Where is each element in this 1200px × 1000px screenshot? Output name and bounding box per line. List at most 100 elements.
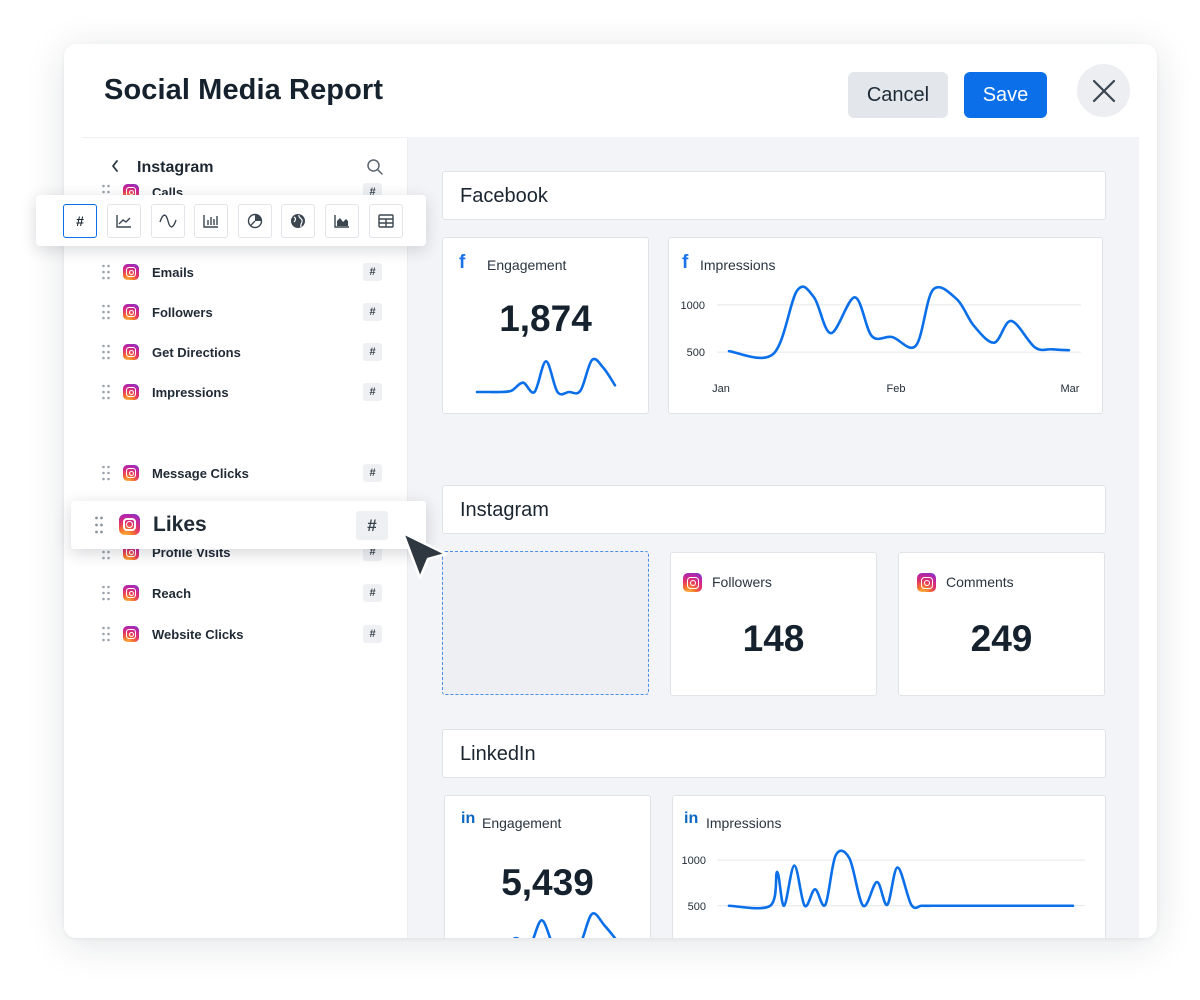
section-title: Facebook [460, 185, 548, 207]
x-tick-label: Feb [887, 383, 906, 395]
section-header-facebook[interactable]: Facebook [442, 171, 1106, 220]
sidebar-item[interactable]: Message Clicks # [82, 458, 408, 488]
number-widget-badge: # [363, 625, 382, 643]
tool-table-button[interactable] [369, 204, 403, 238]
drag-handle-icon[interactable] [102, 264, 110, 280]
impressions-line-chart: 1000 500 Jan Feb Mar [681, 285, 1081, 395]
bar-chart-icon [203, 215, 218, 228]
tool-bar-chart-button[interactable] [194, 204, 228, 238]
linkedin-engagement-card[interactable]: in Engagement 5,439 [444, 795, 651, 938]
series-line [727, 285, 1071, 360]
metric-value: 249 [970, 618, 1033, 659]
instagram-icon [123, 344, 139, 360]
drag-handle-icon[interactable] [102, 304, 110, 320]
facebook-icon: f [459, 252, 466, 273]
number-widget-badge: # [363, 383, 382, 401]
tool-pie-chart-button[interactable] [238, 204, 272, 238]
drop-zone[interactable] [442, 551, 649, 695]
close-button[interactable] [1077, 64, 1130, 117]
sparkline-chart [512, 912, 617, 938]
item-label: Likes [153, 513, 207, 536]
globe-icon [291, 214, 305, 228]
sidebar-item[interactable]: Get Directions # [82, 337, 408, 367]
dragged-metric-item[interactable]: Likes # [71, 501, 426, 549]
sparkline-series [475, 357, 617, 396]
tool-hash-button[interactable]: # [63, 204, 97, 238]
instagram-followers-card[interactable]: Followers 148 [670, 552, 877, 696]
instagram-icon [917, 573, 936, 592]
sidebar-item[interactable]: Reach # [82, 578, 408, 608]
instagram-icon [123, 626, 139, 642]
instagram-icon [123, 264, 139, 280]
page-title: Social Media Report [104, 74, 384, 106]
number-widget-badge: # [363, 343, 382, 361]
metric-value: 1,874 [499, 298, 592, 339]
instagram-icon [683, 573, 702, 592]
hash-icon: # [76, 213, 84, 229]
table-icon [378, 214, 394, 228]
drag-handle-icon[interactable] [95, 516, 103, 534]
y-tick-label: 500 [687, 347, 705, 359]
item-label: Impressions [152, 385, 229, 400]
metric-value: 148 [742, 618, 805, 659]
sidebar-title: Instagram [137, 159, 214, 176]
sidebar-item[interactable]: Emails # [82, 257, 408, 287]
instagram-icon [123, 585, 139, 601]
cancel-button[interactable]: Cancel [848, 72, 948, 118]
linkedin-impressions-card[interactable]: in Impressions 1000 500 Jan Feb Mar [672, 795, 1106, 938]
x-tick-label: Jan [712, 383, 730, 395]
tool-sparkline-button[interactable] [151, 204, 185, 238]
drag-handle-icon[interactable] [102, 465, 110, 481]
chart-type-toolbar: # [36, 195, 426, 246]
number-widget-badge: # [363, 464, 382, 482]
metric-value: 5,439 [501, 862, 594, 903]
report-canvas: Facebook f Engagement 1,874 f Impression… [408, 137, 1139, 938]
instagram-icon [123, 384, 139, 400]
linkedin-icon: in [684, 810, 699, 827]
report-modal: Social Media Report Cancel Save Instagra… [64, 44, 1157, 938]
sparkline-icon [159, 214, 177, 228]
card-title: Impressions [700, 257, 776, 273]
sidebar-item[interactable]: Followers # [82, 297, 408, 327]
linkedin-icon: in [461, 810, 476, 827]
card-title: Comments [946, 574, 1014, 590]
tool-line-chart-button[interactable] [107, 204, 141, 238]
sidebar-item[interactable]: Website Clicks # [82, 619, 408, 649]
card-title: Engagement [482, 815, 562, 831]
number-widget-badge: # [356, 511, 388, 540]
instagram-icon [123, 465, 139, 481]
card-title: Engagement [487, 257, 567, 273]
section-header-linkedin[interactable]: LinkedIn [442, 729, 1106, 778]
sparkline-series [512, 912, 617, 938]
section-title: Instagram [460, 499, 549, 521]
section-title: LinkedIn [460, 743, 536, 765]
drag-handle-icon[interactable] [102, 384, 110, 400]
y-tick-label: 1000 [681, 300, 705, 312]
drag-handle-icon[interactable] [102, 585, 110, 601]
number-widget-badge: # [363, 584, 382, 602]
y-tick-label: 500 [688, 901, 706, 913]
instagram-icon [123, 304, 139, 320]
section-header-instagram[interactable]: Instagram [442, 485, 1106, 534]
drag-handle-icon[interactable] [102, 626, 110, 642]
x-tick-label: Mar [1061, 383, 1080, 395]
chevron-left-icon[interactable] [108, 157, 122, 175]
svg-text:#: # [76, 213, 84, 229]
facebook-icon: f [682, 252, 689, 273]
facebook-impressions-card[interactable]: f Impressions 1000 500 Jan Feb Mar [668, 237, 1103, 414]
instagram-comments-card[interactable]: Comments 249 [898, 552, 1105, 696]
search-icon[interactable] [366, 158, 384, 176]
drag-handle-icon[interactable] [102, 344, 110, 360]
save-button[interactable]: Save [964, 72, 1047, 118]
tool-area-chart-button[interactable] [325, 204, 359, 238]
sparkline-chart [475, 357, 617, 396]
instagram-icon [119, 514, 140, 535]
number-widget-badge: # [363, 303, 382, 321]
facebook-engagement-card[interactable]: f Engagement 1,874 [442, 237, 649, 414]
item-label: Get Directions [152, 345, 241, 360]
item-label: Reach [152, 586, 192, 601]
sidebar-item[interactable]: Impressions # [82, 377, 408, 407]
item-label: Emails [152, 265, 194, 280]
tool-globe-button[interactable] [281, 204, 315, 238]
